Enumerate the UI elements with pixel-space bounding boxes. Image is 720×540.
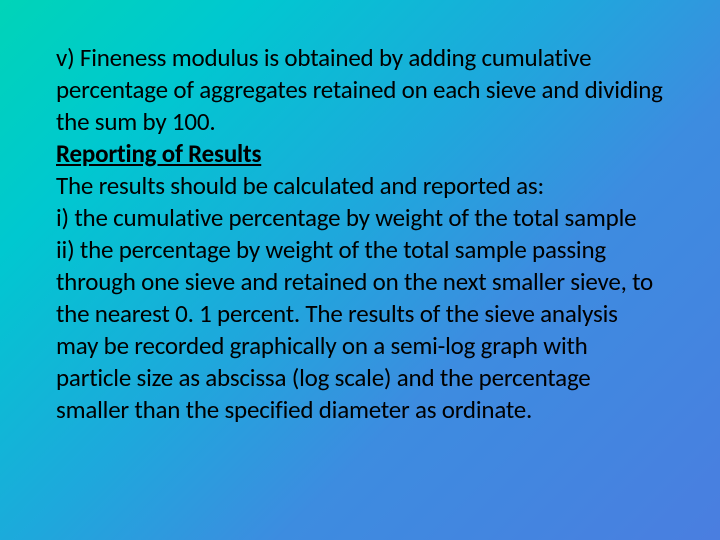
- slide-body-text: v) Fineness modulus is obtained by addin…: [56, 42, 664, 426]
- paragraph-ii: ii) the percentage by weight of the tota…: [56, 234, 664, 426]
- section-heading: Reporting of Results: [56, 138, 664, 170]
- paragraph-intro: The results should be calculated and rep…: [56, 170, 664, 202]
- slide: v) Fineness modulus is obtained by addin…: [0, 0, 720, 540]
- paragraph-v: v) Fineness modulus is obtained by addin…: [56, 42, 664, 138]
- paragraph-i: i) the cumulative percentage by weight o…: [56, 202, 664, 234]
